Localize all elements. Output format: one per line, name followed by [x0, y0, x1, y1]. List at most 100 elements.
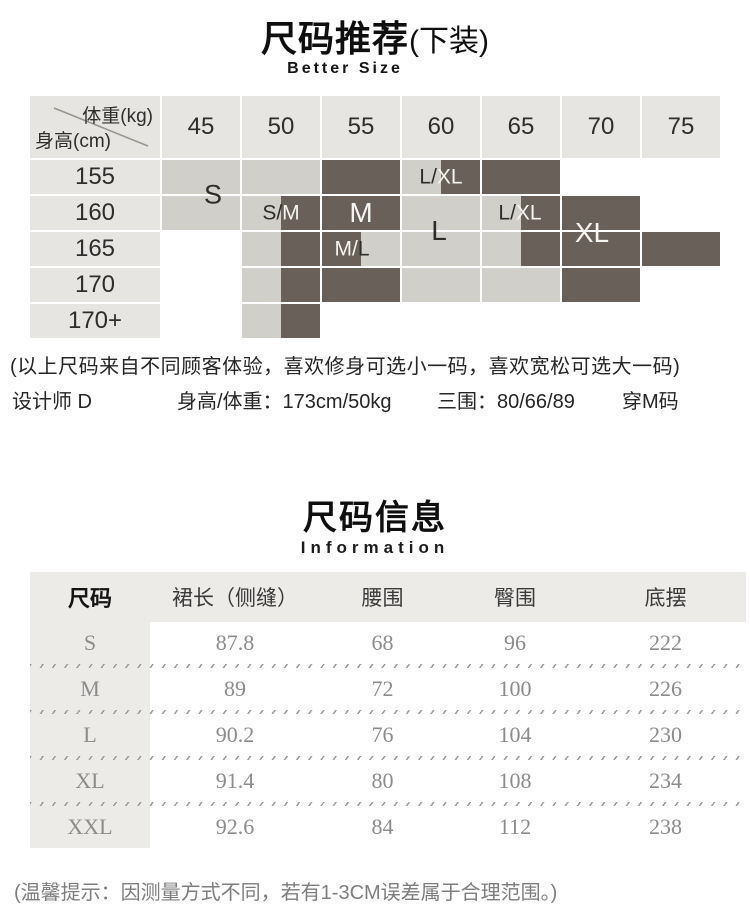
grid-corner-cell: 体重(kg) 身高(cm): [30, 96, 160, 158]
info-table-row: S 87.8 68 96 222: [30, 622, 746, 664]
info-table-row: XL 91.4 80 108 234: [30, 760, 746, 802]
info-value-cell: 96: [504, 630, 526, 655]
info-value-cell: 104: [498, 722, 532, 747]
size-info-subtitle: Information: [300, 538, 450, 557]
info-value-cell: 226: [649, 676, 682, 701]
size-grid-cell: [562, 232, 640, 266]
info-size-cell: S: [83, 630, 97, 655]
size-grid-cell: [322, 232, 400, 266]
size-grid-cell: [162, 232, 240, 266]
designer-name: 设计师 D: [12, 391, 92, 413]
height-header-cell: 165: [30, 232, 160, 266]
info-value-cell: 84: [371, 814, 394, 839]
size-info-table: 尺码 裙长（侧缝） 腰围 臀围 底摆 S 87.8 68 96 222 M 89 72 100 226 L 9…: [30, 572, 746, 848]
info-value-cell: 80: [371, 768, 394, 793]
info-value-cell: 68: [371, 630, 394, 655]
row-separator: [30, 756, 746, 760]
size-grid-cell: [322, 268, 400, 302]
info-table-row: XXL 92.6 84 112 238: [30, 806, 746, 848]
size-grid-cell: [162, 160, 240, 194]
info-value-cell: 87.8: [215, 630, 255, 655]
size-grid-cell: [562, 160, 640, 194]
info-value-cell: 238: [649, 814, 682, 839]
size-grid-cell: [482, 232, 560, 266]
size-grid-cell: [402, 160, 480, 194]
info-value-cell: 92.6: [215, 814, 255, 839]
info-value-cell: 234: [649, 768, 682, 793]
size-grid-cell: [242, 268, 320, 302]
size-grid-cell: [162, 304, 240, 338]
size-grid-cell: [482, 304, 560, 338]
height-header-cell: 160: [30, 196, 160, 230]
size-grid-cell: [642, 160, 720, 194]
height-header-cell: 170: [30, 268, 160, 302]
height-header-cell: 170+: [30, 304, 160, 338]
weight-header-cell: 45: [162, 96, 240, 158]
size-grid-cell: [242, 160, 320, 194]
info-size-cell: M: [80, 676, 100, 701]
size-grid-cell: [562, 304, 640, 338]
height-header-cell: 155: [30, 160, 160, 194]
size-grid-cell: [562, 196, 640, 230]
info-size-cell: L: [83, 722, 97, 747]
size-grid-cell: [402, 196, 480, 230]
info-size-cell: XXL: [67, 814, 113, 839]
size-grid-cell: [162, 268, 240, 302]
title-suffix: (下装): [409, 25, 489, 58]
title-main: 尺码推荐: [261, 18, 410, 59]
info-table-header-row: 尺码 裙长（侧缝） 腰围 臀围 底摆: [30, 572, 746, 622]
weight-header-cell: 50: [242, 96, 320, 158]
size-grid-cell: [642, 196, 720, 230]
size-grid-cell: [322, 160, 400, 194]
diagonal-divider-line: [53, 107, 149, 147]
info-value-cell: 230: [649, 722, 682, 747]
size-grid-cell: [242, 304, 320, 338]
info-size-cell: XL: [75, 768, 105, 793]
size-grid-cell: [642, 232, 720, 266]
row-separator: [30, 710, 746, 714]
info-value-cell: 108: [498, 768, 532, 793]
size-grid-cell: [562, 268, 640, 302]
info-column-header: 底摆: [644, 586, 687, 610]
size-grid-cell: [242, 232, 320, 266]
size-recommendation-title: 尺码推荐(下装): [0, 10, 750, 62]
weight-header-cell: 65: [482, 96, 560, 158]
weight-header-cell: 70: [562, 96, 640, 158]
info-table-row: L 90.2 76 104 230: [30, 714, 746, 756]
info-table-row: M 89 72 100 226: [30, 668, 746, 710]
info-column-header: 腰围: [361, 586, 404, 610]
corner-height-label: 身高(cm): [35, 131, 111, 152]
size-grid-cell: [242, 196, 320, 230]
size-grid-cell: [642, 304, 720, 338]
size-info-title: 尺码信息: [303, 499, 447, 537]
row-separator: [30, 664, 746, 668]
measurement-note: (温馨提示：因测量方式不同，若有1-3CM误差属于合理范围。): [14, 882, 558, 904]
info-value-cell: 90.2: [215, 722, 255, 747]
info-value-cell: 72: [371, 676, 394, 701]
info-column-header: 尺码: [67, 586, 112, 611]
size-grid-cell: [162, 196, 240, 230]
info-value-cell: 91.4: [215, 768, 255, 793]
info-value-cell: 222: [649, 630, 682, 655]
row-separator: [30, 802, 746, 806]
weight-header-cell: 55: [322, 96, 400, 158]
info-column-header: 臀围: [494, 586, 536, 610]
info-column-header: 裙长（侧缝）: [172, 586, 298, 610]
size-grid-cell: [402, 268, 480, 302]
designer-body-stats: 身高/体重：173cm/50kg: [177, 391, 392, 413]
size-recommendation-subtitle: Better Size: [287, 60, 403, 77]
size-grid-cell: [322, 304, 400, 338]
size-grid: 体重(kg) 身高(cm) 45 50 55 60 65 70 75 155 160 165 170…: [30, 96, 720, 338]
designer-info-line: 设计师 D 身高/体重：173cm/50kg 三围：80/66/89 穿M码: [0, 385, 750, 413]
designer-measurements: 三围：80/66/89: [437, 391, 575, 413]
info-value-cell: 112: [498, 814, 532, 839]
size-grid-cell: [402, 232, 480, 266]
weight-header-cell: 60: [402, 96, 480, 158]
info-value-cell: 89: [224, 676, 246, 701]
size-grid-cell: [402, 304, 480, 338]
size-grid-cell: [642, 268, 720, 302]
corner-weight-label: 体重(kg): [82, 106, 153, 127]
info-value-cell: 100: [498, 676, 532, 701]
info-table-body: S 87.8 68 96 222 M 89 72 100 226 L 90.2 76 104 230 XL 91…: [30, 622, 746, 848]
